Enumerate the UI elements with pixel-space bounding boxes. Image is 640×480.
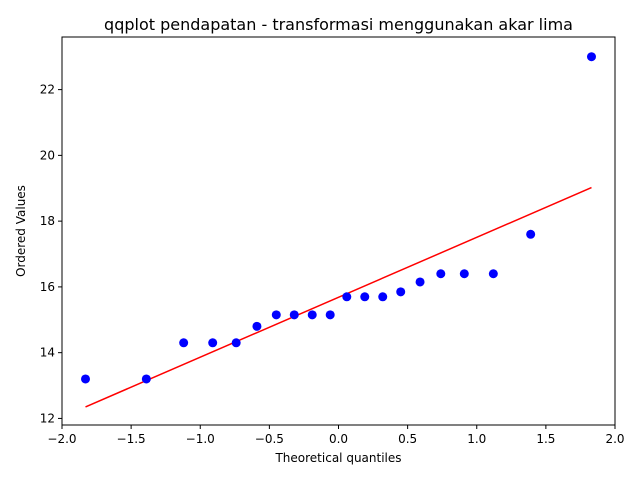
data-point: [415, 277, 425, 287]
data-point: [459, 269, 469, 279]
x-axis-ticks: −2.0 −1.5 −1.0 −0.5 0.0 0.5 1.0 1.5 2.0: [47, 425, 625, 446]
data-point: [81, 374, 91, 384]
y-tick-label: 16: [40, 280, 55, 294]
x-tick-label: 1.0: [467, 432, 486, 446]
data-point: [396, 287, 406, 297]
data-point: [307, 310, 317, 320]
y-axis-label: Ordered Values: [14, 185, 28, 277]
x-tick-label: 2.0: [605, 432, 624, 446]
data-point: [271, 310, 281, 320]
data-point: [526, 229, 536, 239]
data-point: [360, 292, 370, 302]
x-tick-label: 0.0: [329, 432, 348, 446]
data-point: [289, 310, 299, 320]
y-axis-ticks: 12 14 16 18 20 22: [40, 83, 62, 425]
y-tick-label: 12: [40, 411, 55, 425]
reference-line: [85, 186, 592, 408]
x-tick-label: −2.0: [47, 432, 76, 446]
data-point: [488, 269, 498, 279]
data-point: [378, 292, 388, 302]
x-tick-label: −0.5: [255, 432, 284, 446]
plot-layer: [81, 52, 596, 408]
data-point: [231, 338, 241, 348]
x-tick-label: −1.5: [117, 432, 146, 446]
x-tick-label: −1.0: [186, 432, 215, 446]
y-tick-label: 20: [40, 148, 55, 162]
y-tick-label: 22: [40, 83, 55, 97]
data-point: [342, 292, 352, 302]
y-tick-label: 14: [40, 346, 55, 360]
x-tick-label: 0.5: [398, 432, 417, 446]
x-tick-label: 1.5: [536, 432, 555, 446]
data-point: [325, 310, 335, 320]
data-point: [141, 374, 151, 384]
data-point: [436, 269, 446, 279]
x-axis-label: Theoretical quantiles: [274, 451, 401, 465]
data-point: [179, 338, 189, 348]
y-tick-label: 18: [40, 214, 55, 228]
data-point: [208, 338, 218, 348]
data-point: [252, 321, 262, 331]
chart-title: qqplot pendapatan - transformasi menggun…: [104, 15, 573, 34]
data-point: [586, 52, 596, 62]
